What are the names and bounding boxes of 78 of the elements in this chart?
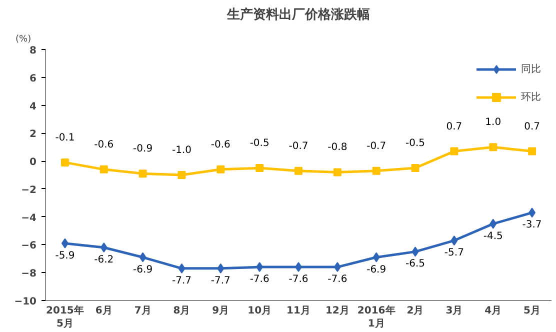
x-tick-label: 3月 [446,306,463,316]
point [256,164,264,172]
data-label: 0.7 [524,121,540,132]
data-label: -7.6 [250,274,270,286]
data-label: -6.9 [133,264,153,276]
x-tick-label: 2月 [406,306,424,316]
point [333,168,342,176]
x-tick-label: 10月 [248,306,272,316]
y-tick-label: 8 [30,46,37,56]
point [334,262,341,272]
data-label: -7.7 [210,275,230,286]
y-tick-label: 4 [30,101,37,112]
data-label: -0.9 [133,144,153,155]
data-label: -4.5 [483,230,503,242]
legend-label: 环比 [521,90,541,104]
x-tick-label: 8月 [173,306,190,316]
y-tick-label: 0 [30,157,37,168]
y-tick-label: −6 [21,240,37,252]
chart-title: 生产资料出厂价格涨跌幅 [226,6,370,22]
point [372,166,380,175]
data-label: -5.7 [444,248,464,259]
point [138,170,147,178]
point [411,164,420,172]
x-tick-label: 11月 [286,306,310,316]
y-tick-label: −2 [21,184,37,196]
data-label: -5.9 [55,250,75,262]
point [528,208,536,218]
data-label: -0.7 [366,140,386,152]
x-tick-label: 5月 [524,306,541,316]
data-label: -0.5 [406,138,426,150]
point [372,252,380,262]
data-label: -0.6 [94,139,114,150]
point [450,236,458,246]
y-tick-label: 2 [30,129,37,140]
data-label: -0.1 [55,132,75,144]
y-tick-label: −10 [14,296,37,308]
x-tick-label: 2015年 5月 [46,304,84,330]
point [60,158,69,166]
data-label: -1.0 [172,145,192,156]
data-label: -0.8 [328,142,348,154]
x-tick-label: 6月 [95,306,112,316]
point [178,171,186,179]
point [489,143,498,152]
y-tick-label: −8 [21,268,37,280]
point [528,147,536,156]
x-tick-label: 9月 [212,306,230,316]
point [294,166,302,175]
data-label: -6.9 [366,264,386,276]
data-label: -0.7 [288,140,308,152]
data-label: -0.6 [210,139,230,150]
x-tick-label: 2016年 1月 [357,304,396,330]
point [450,147,458,156]
data-label: -7.7 [172,275,192,286]
data-label: 0.7 [446,121,462,132]
point [216,165,225,174]
data-label: -7.6 [288,274,308,286]
y-tick-label: 6 [30,73,37,84]
y-axis-title: (%) [16,34,32,44]
x-tick-label: 7月 [134,306,152,316]
x-tick-label: 12月 [325,306,350,316]
y-tick-label: −4 [21,212,37,224]
point [61,238,68,248]
data-label: -0.5 [250,138,270,150]
point [217,263,224,274]
data-label: -7.6 [328,274,348,286]
point [490,218,497,229]
data-label: 1.0 [485,117,502,128]
data-label: -6.2 [94,254,114,266]
point [412,246,419,257]
point [256,262,264,272]
point [100,242,108,253]
point [178,263,186,274]
point [100,165,108,174]
legend-label: 同比 [521,62,541,76]
x-tick-label: 4月 [484,306,502,316]
data-label: -6.5 [406,258,426,270]
point [139,252,146,262]
data-label: -3.7 [522,220,542,231]
